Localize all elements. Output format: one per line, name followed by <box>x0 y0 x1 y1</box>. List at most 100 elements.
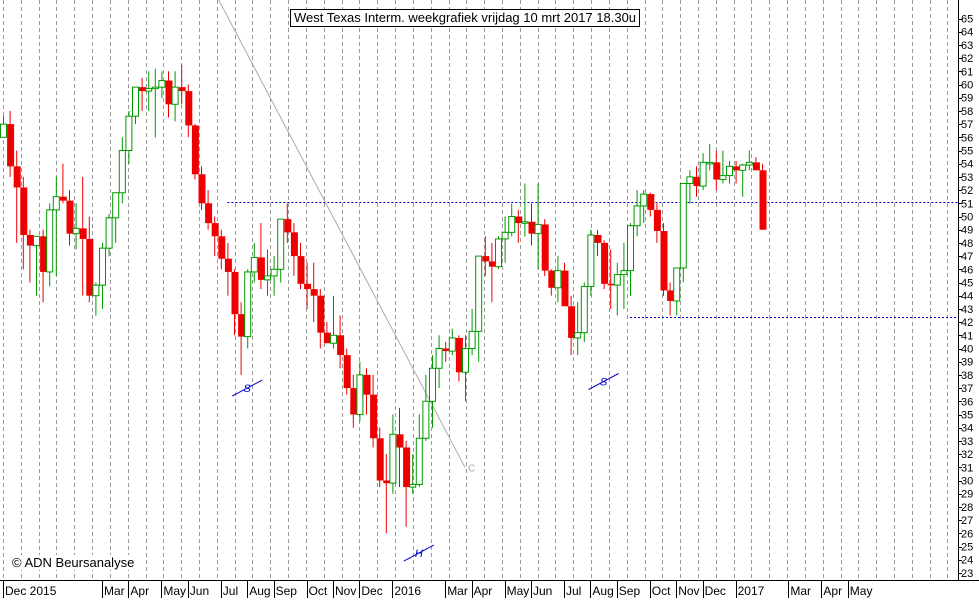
candle <box>72 203 80 250</box>
candle-body <box>745 161 753 166</box>
candle-body <box>0 123 7 138</box>
pattern-mark-line <box>403 544 435 562</box>
grid-layer <box>3 0 948 580</box>
y-tick-label: 46 <box>961 264 973 276</box>
candle <box>290 223 298 276</box>
candle-body <box>587 234 595 287</box>
candle-body <box>468 330 476 349</box>
y-tick-label: 54 <box>961 159 973 171</box>
x-tick-label: May <box>507 584 530 598</box>
candle-body <box>495 238 502 268</box>
candle-body <box>488 261 496 267</box>
candle-body <box>528 221 536 234</box>
candle-body <box>415 437 423 485</box>
y-tick-label: 32 <box>961 449 973 461</box>
candle-body <box>72 227 80 235</box>
candle-body <box>52 196 60 211</box>
candle-body <box>125 115 133 151</box>
y-tick-label: 62 <box>961 53 973 65</box>
y-tick-label: 63 <box>961 40 973 52</box>
candle-body <box>561 270 569 307</box>
candle <box>337 315 345 369</box>
candle <box>178 64 186 105</box>
candle <box>151 68 159 138</box>
candle <box>250 242 258 283</box>
pattern-mark-line <box>588 373 619 390</box>
candle <box>270 256 278 296</box>
y-tick-label: 50 <box>961 212 973 224</box>
y-tick-label: 29 <box>961 489 973 501</box>
candle-body <box>647 194 655 210</box>
candle <box>495 236 502 270</box>
candle <box>422 374 430 441</box>
candle <box>284 203 292 243</box>
candle <box>132 86 139 125</box>
candle <box>59 163 67 204</box>
y-tick-label: 44 <box>961 291 973 303</box>
candle <box>429 355 436 428</box>
y-tick-label: 24 <box>961 555 973 567</box>
y-tick-label: 25 <box>961 542 973 554</box>
candle <box>277 218 285 283</box>
candle <box>726 161 733 184</box>
candle-body <box>363 374 371 395</box>
y-tick-label: 28 <box>961 502 973 514</box>
chart-title-text: West Texas Interm. weekgrafiek vrijdag 1… <box>294 10 637 25</box>
candle-body <box>686 176 694 184</box>
candle <box>752 157 760 171</box>
y-tick-label: 48 <box>961 238 973 250</box>
candle-body <box>376 438 384 481</box>
y-tick-label: 27 <box>961 515 973 527</box>
candle-body <box>205 203 213 224</box>
candle <box>620 242 628 309</box>
candle-body <box>435 348 443 369</box>
candle <box>521 183 529 237</box>
candle <box>713 150 721 191</box>
x-tick-label: Mar <box>104 584 125 598</box>
candle-body <box>653 209 661 232</box>
candle-body <box>739 164 747 171</box>
y-tick-label: 65 <box>961 14 973 26</box>
x-tick-label: Nov <box>678 584 699 598</box>
candle-body <box>92 284 100 297</box>
candle-body <box>422 400 430 439</box>
candle-body <box>462 348 469 373</box>
y-tick-label: 51 <box>961 198 973 210</box>
candle <box>396 407 404 488</box>
candle-body <box>323 332 331 344</box>
candle <box>224 242 232 296</box>
candle-body <box>178 87 186 92</box>
candle <box>191 124 199 180</box>
candle-body <box>594 234 602 243</box>
candle-body <box>198 174 206 204</box>
candle-body <box>580 285 588 334</box>
candle-body <box>726 165 733 177</box>
y-tick-label: 57 <box>961 119 973 131</box>
candle <box>568 295 576 356</box>
y-tick-label: 61 <box>961 66 973 78</box>
candle <box>297 242 305 290</box>
candle-body <box>297 256 305 284</box>
x-tick-label: Aug <box>249 584 270 598</box>
candle-body <box>568 306 576 338</box>
candle <box>99 242 106 309</box>
candle-body <box>105 217 113 249</box>
y-tick-label: 33 <box>961 436 973 448</box>
candle <box>594 229 602 257</box>
candle <box>686 170 694 204</box>
y-tick-label: 60 <box>961 80 973 92</box>
candle-body <box>719 175 727 181</box>
candle <box>759 163 767 230</box>
candle <box>745 150 753 171</box>
candle <box>719 150 727 184</box>
candle-body <box>515 216 523 224</box>
copyright-label: © ADN Beursanalyse <box>11 555 136 570</box>
candle <box>673 267 681 316</box>
y-tick-label: 56 <box>961 132 973 144</box>
candle-body <box>713 162 721 180</box>
y-tick-label: 58 <box>961 106 973 118</box>
candle <box>561 262 569 307</box>
candle <box>508 203 516 237</box>
x-tick-label: Apr <box>130 584 149 598</box>
